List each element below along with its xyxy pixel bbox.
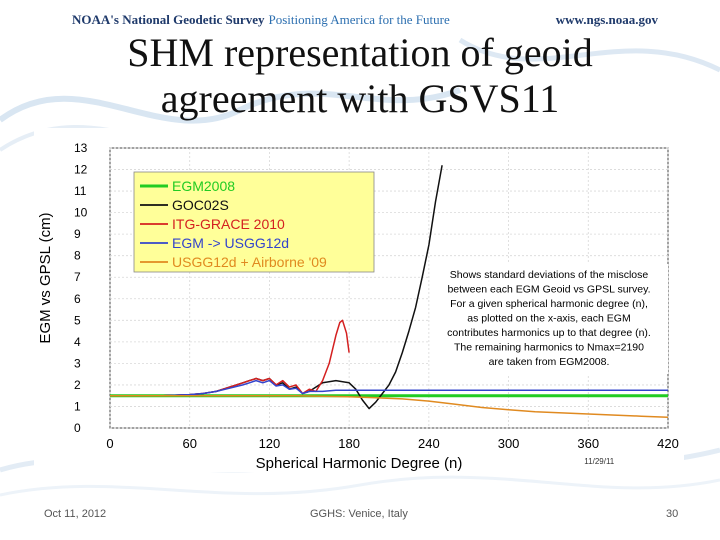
annotation-line: For a given spherical harmonic degree (n… xyxy=(450,298,648,310)
legend-entry: GOC02S xyxy=(172,197,229,213)
banner-org: NOAA's National Geodetic Survey xyxy=(72,12,265,27)
chart-panel: 0 1 2 3 4 5 6 7 8 9 10 11 12 13 0 60 120 180 240 300 360 420 S… xyxy=(34,128,684,472)
footer-date: Oct 11, 2012 xyxy=(44,508,107,520)
y-tick-label: 13 xyxy=(74,141,88,155)
banner-tagline: Positioning America for the Future xyxy=(268,12,450,27)
legend-entry: EGM2008 xyxy=(172,178,235,194)
x-tick-label: 180 xyxy=(338,436,360,451)
y-axis-label: EGM vs GPSL (cm) xyxy=(37,212,54,343)
annotation-line: between each EGM Geoid vs GPSL survey. xyxy=(447,284,650,296)
y-tick-label: 8 xyxy=(74,249,81,263)
y-tick-label: 1 xyxy=(74,399,81,413)
series-line-usgg12d-airborne-09 xyxy=(110,394,669,418)
annotation-line: are taken from EGM2008. xyxy=(489,356,610,368)
annotation-line: Shows standard deviations of the misclos… xyxy=(450,269,649,281)
ngs-banner-title: NOAA's National Geodetic Survey Positioni… xyxy=(72,12,450,28)
legend-entry: ITG-GRACE 2010 xyxy=(172,216,285,232)
y-tick-label: 11 xyxy=(74,184,87,198)
x-tick-label: 360 xyxy=(577,436,599,451)
y-tick-label: 0 xyxy=(74,421,81,435)
slide-title-line1: SHM representation of geoid xyxy=(127,30,593,75)
y-tick-label: 5 xyxy=(74,313,81,327)
x-tick-label: 60 xyxy=(182,436,196,451)
x-tick-label: 300 xyxy=(498,436,520,451)
x-tick-label: 0 xyxy=(106,436,113,451)
footer-page-number: 30 xyxy=(666,508,679,520)
annotation-line: The remaining harmonics to Nmax=2190 xyxy=(454,342,644,354)
x-tick-label: 120 xyxy=(259,436,281,451)
slide-title: SHM representation of geoid agreement wi… xyxy=(60,30,660,122)
annotation-box xyxy=(430,264,668,374)
annotation-line: contributes harmonics up to that degree … xyxy=(447,327,651,339)
annotation-line: as plotted on the x-axis, each EGM xyxy=(467,313,630,325)
footer-event: GGHS: Venice, Italy xyxy=(310,508,408,520)
banner-url: www.ngs.noaa.gov xyxy=(555,12,658,27)
slide-title-line2: agreement with GSVS11 xyxy=(160,76,560,121)
y-tick-label: 6 xyxy=(74,292,81,306)
y-tick-label: 9 xyxy=(74,227,81,241)
y-tick-label: 12 xyxy=(74,163,88,177)
x-tick-label: 420 xyxy=(657,436,679,451)
y-tick-label: 10 xyxy=(74,206,88,220)
y-tick-label: 3 xyxy=(74,356,81,370)
y-tick-label: 7 xyxy=(74,270,81,284)
y-tick-label: 4 xyxy=(74,335,81,349)
legend-entry: EGM -> USGG12d xyxy=(172,235,289,251)
ngs-banner: NOAA's National Geodetic Survey Positioni… xyxy=(0,8,720,34)
x-axis-label: Spherical Harmonic Degree (n) xyxy=(256,455,463,472)
date-stamp: 11/29/11 xyxy=(584,457,615,466)
legend-entry: USGG12d + Airborne '09 xyxy=(172,254,327,270)
x-tick-label: 240 xyxy=(418,436,440,451)
y-tick-label: 2 xyxy=(74,378,81,392)
legend-box xyxy=(133,171,375,273)
series-line-egm-usgg12d xyxy=(110,379,668,397)
